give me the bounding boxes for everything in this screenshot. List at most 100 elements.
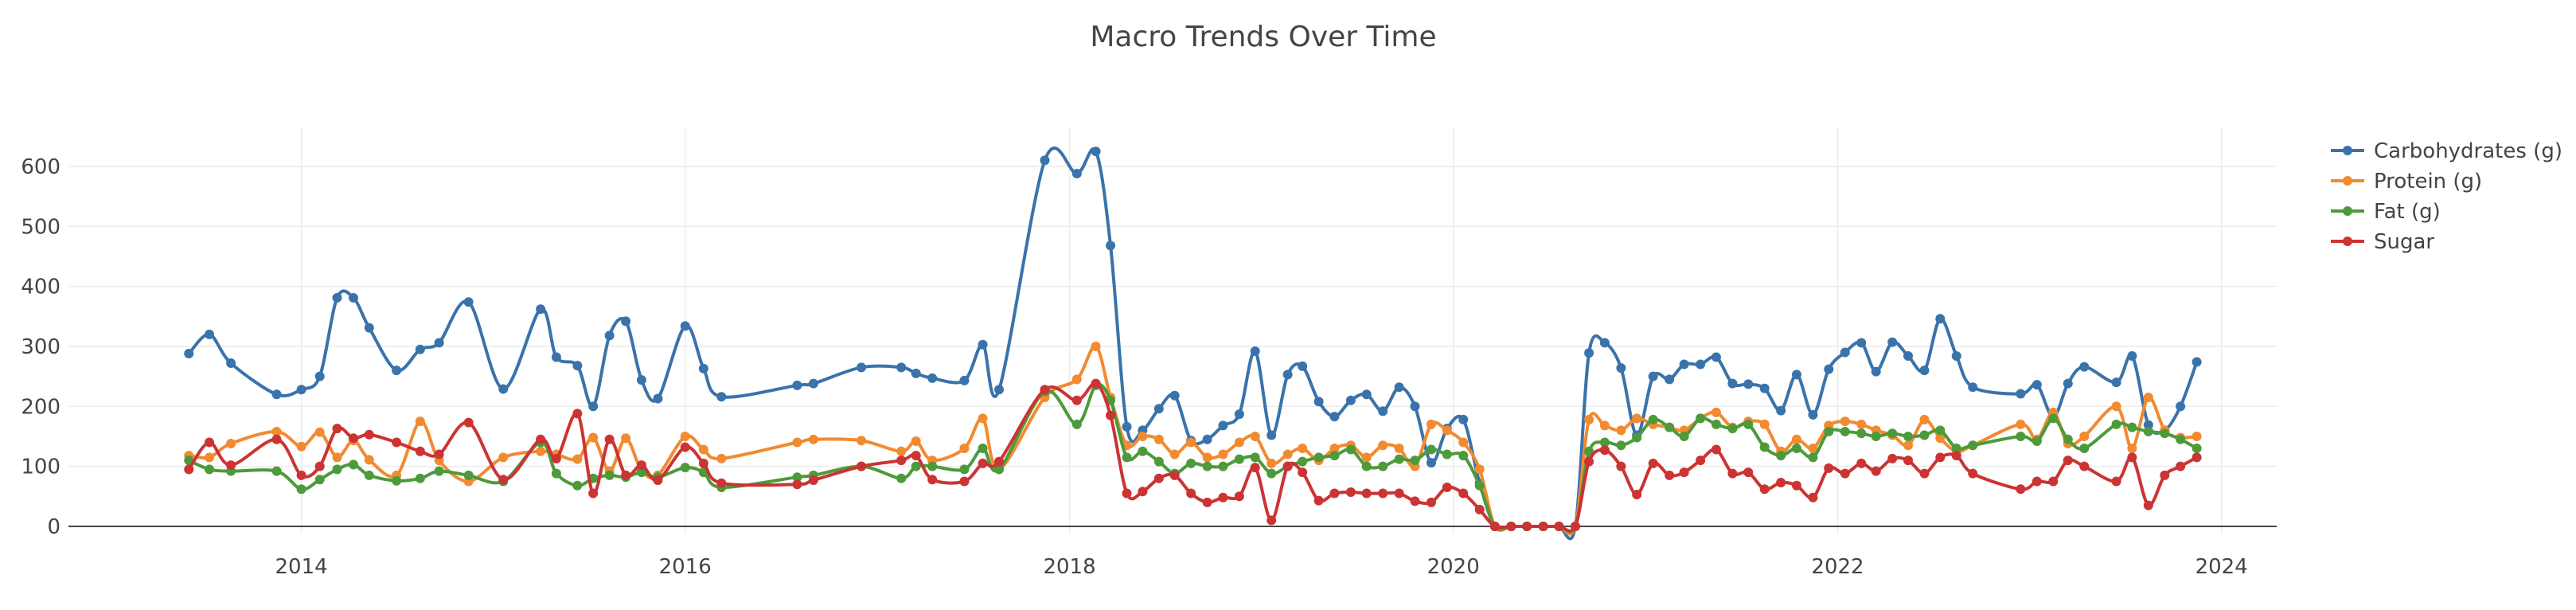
data-point-sugar[interactable] bbox=[1538, 521, 1548, 531]
data-point-sugar[interactable] bbox=[2048, 476, 2059, 487]
data-point-fat[interactable] bbox=[314, 475, 325, 485]
data-point-fat[interactable] bbox=[2063, 434, 2073, 444]
data-point-fat[interactable] bbox=[959, 464, 970, 475]
data-point-sugar[interactable] bbox=[1968, 468, 1978, 479]
data-point-carbohydrates[interactable] bbox=[1361, 389, 1372, 400]
data-point-protein[interactable] bbox=[2016, 419, 2026, 429]
data-point-protein[interactable] bbox=[1442, 425, 1452, 436]
data-point-sugar[interactable] bbox=[716, 478, 727, 488]
data-point-sugar[interactable] bbox=[348, 433, 358, 444]
data-point-sugar[interactable] bbox=[296, 470, 306, 480]
data-point-carbohydrates[interactable] bbox=[808, 378, 818, 389]
data-point-fat[interactable] bbox=[1743, 419, 1754, 429]
data-point-protein[interactable] bbox=[205, 452, 215, 463]
data-point-sugar[interactable] bbox=[498, 475, 509, 485]
data-point-carbohydrates[interactable] bbox=[1394, 382, 1404, 393]
data-point-protein[interactable] bbox=[1329, 444, 1340, 454]
data-point-sugar[interactable] bbox=[1106, 410, 1116, 420]
data-point-sugar[interactable] bbox=[808, 475, 818, 485]
data-point-carbohydrates[interactable] bbox=[1106, 240, 1116, 251]
data-point-carbohydrates[interactable] bbox=[1426, 458, 1436, 468]
data-point-fat[interactable] bbox=[1935, 425, 1946, 436]
data-point-sugar[interactable] bbox=[2192, 452, 2202, 463]
data-point-carbohydrates[interactable] bbox=[621, 316, 631, 327]
data-point-carbohydrates[interactable] bbox=[551, 352, 561, 362]
data-point-fat[interactable] bbox=[1840, 426, 1850, 436]
data-point-carbohydrates[interactable] bbox=[1824, 364, 1834, 374]
legend[interactable]: Carbohydrates (g) Protein (g) Fat (g) Sugar bbox=[2331, 139, 2562, 254]
data-point-fat[interactable] bbox=[1791, 444, 1801, 454]
data-point-sugar[interactable] bbox=[994, 456, 1005, 467]
data-point-fat[interactable] bbox=[1727, 424, 1738, 434]
data-point-sugar[interactable] bbox=[2143, 500, 2153, 510]
data-point-sugar[interactable] bbox=[1522, 521, 1532, 531]
data-point-protein[interactable] bbox=[332, 452, 342, 463]
data-point-sugar[interactable] bbox=[1871, 466, 1881, 476]
data-point-protein[interactable] bbox=[226, 439, 236, 448]
data-point-carbohydrates[interactable] bbox=[1887, 337, 1898, 347]
data-point-carbohydrates[interactable] bbox=[392, 366, 402, 376]
data-point-carbohydrates[interactable] bbox=[1282, 370, 1293, 380]
data-point-carbohydrates[interactable] bbox=[1968, 382, 1978, 393]
data-point-protein[interactable] bbox=[2192, 431, 2202, 441]
data-point-carbohydrates[interactable] bbox=[1727, 378, 1738, 389]
data-point-sugar[interactable] bbox=[205, 437, 215, 448]
data-point-fat[interactable] bbox=[1122, 452, 1132, 463]
data-point-fat[interactable] bbox=[1458, 451, 1469, 461]
data-point-protein[interactable] bbox=[857, 436, 866, 446]
data-point-carbohydrates[interactable] bbox=[348, 292, 358, 303]
data-point-fat[interactable] bbox=[1394, 454, 1404, 464]
data-point-sugar[interactable] bbox=[1776, 477, 1786, 487]
data-point-protein[interactable] bbox=[716, 453, 727, 463]
data-point-sugar[interactable] bbox=[1186, 488, 1196, 499]
data-point-fat[interactable] bbox=[1856, 428, 1867, 439]
data-point-carbohydrates[interactable] bbox=[1648, 371, 1658, 381]
data-point-protein[interactable] bbox=[1616, 425, 1626, 436]
data-point-sugar[interactable] bbox=[1584, 456, 1594, 467]
data-point-carbohydrates[interactable] bbox=[857, 362, 866, 373]
data-point-fat[interactable] bbox=[572, 480, 583, 491]
data-point-sugar[interactable] bbox=[2079, 461, 2090, 471]
data-point-fat[interactable] bbox=[636, 467, 646, 478]
data-point-carbohydrates[interactable] bbox=[2192, 357, 2202, 367]
data-point-protein[interactable] bbox=[2111, 401, 2121, 412]
data-point-protein[interactable] bbox=[1474, 464, 1485, 475]
data-point-carbohydrates[interactable] bbox=[2143, 420, 2153, 430]
data-point-protein[interactable] bbox=[314, 427, 325, 437]
data-point-carbohydrates[interactable] bbox=[1250, 346, 1260, 356]
data-point-protein[interactable] bbox=[1267, 458, 1277, 468]
data-point-sugar[interactable] bbox=[1138, 487, 1148, 497]
data-point-carbohydrates[interactable] bbox=[1791, 370, 1801, 380]
data-point-fat[interactable] bbox=[1361, 461, 1372, 471]
data-point-carbohydrates[interactable] bbox=[572, 361, 583, 371]
data-point-sugar[interactable] bbox=[1791, 480, 1801, 491]
data-point-fat[interactable] bbox=[332, 464, 342, 475]
legend-item-fat[interactable]: Fat (g) bbox=[2331, 200, 2441, 224]
data-point-fat[interactable] bbox=[296, 484, 306, 495]
legend-item-protein[interactable]: Protein (g) bbox=[2331, 170, 2482, 194]
data-point-protein[interactable] bbox=[1138, 431, 1148, 441]
data-point-sugar[interactable] bbox=[1313, 495, 1324, 506]
data-point-sugar[interactable] bbox=[1616, 461, 1626, 471]
data-point-carbohydrates[interactable] bbox=[911, 368, 921, 378]
data-point-sugar[interactable] bbox=[857, 461, 866, 471]
data-point-protein[interactable] bbox=[1282, 449, 1293, 459]
data-point-carbohydrates[interactable] bbox=[1298, 361, 1308, 371]
data-point-protein[interactable] bbox=[808, 434, 818, 444]
data-point-protein[interactable] bbox=[1856, 419, 1867, 429]
data-point-protein[interactable] bbox=[1169, 449, 1180, 459]
data-point-fat[interactable] bbox=[1345, 444, 1356, 455]
data-point-sugar[interactable] bbox=[2127, 452, 2137, 463]
data-point-fat[interactable] bbox=[1298, 456, 1308, 467]
data-point-protein[interactable] bbox=[911, 436, 921, 446]
data-point-fat[interactable] bbox=[1696, 413, 1706, 424]
data-point-sugar[interactable] bbox=[1378, 488, 1388, 499]
data-point-carbohydrates[interactable] bbox=[792, 380, 802, 390]
data-point-fat[interactable] bbox=[1887, 428, 1898, 439]
data-point-sugar[interactable] bbox=[1153, 473, 1164, 483]
data-point-carbohydrates[interactable] bbox=[463, 297, 474, 307]
data-point-carbohydrates[interactable] bbox=[1458, 414, 1469, 424]
data-point-sugar[interactable] bbox=[1840, 468, 1850, 479]
data-point-fat[interactable] bbox=[1218, 461, 1228, 471]
data-point-carbohydrates[interactable] bbox=[1040, 155, 1050, 166]
